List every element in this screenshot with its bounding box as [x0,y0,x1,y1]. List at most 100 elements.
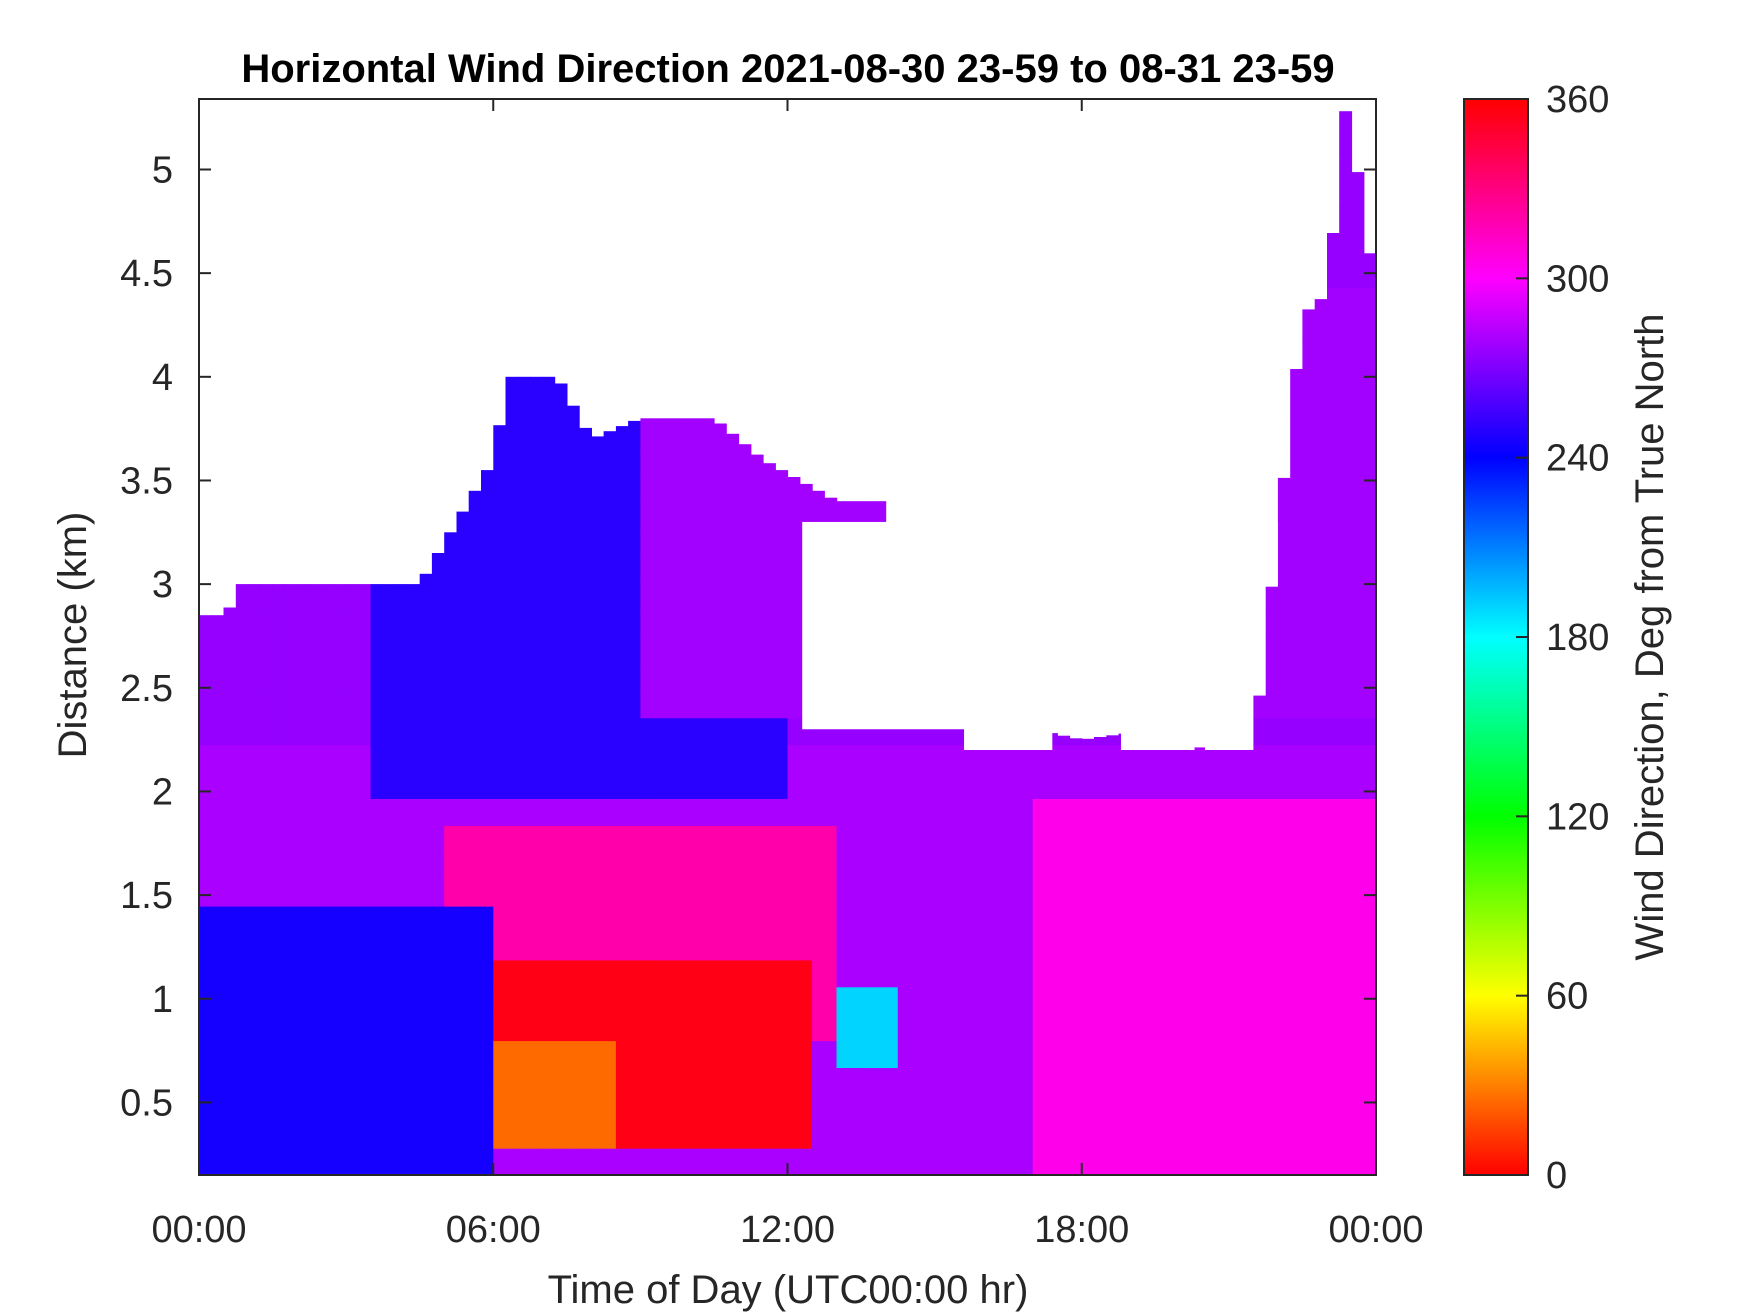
heatmap-cell [787,663,801,692]
heatmap-cell [1241,879,1254,907]
heatmap-cell [1118,771,1132,799]
heatmap-cell [738,663,752,692]
heatmap-cell [1290,583,1304,611]
heatmap-cell [689,1067,703,1095]
heatmap-cell [481,1094,494,1122]
heatmap-cell [640,529,654,557]
heatmap-cell [738,744,752,773]
heatmap-cell [517,529,531,557]
heatmap-cell [333,1013,347,1042]
heatmap-cell [664,583,678,611]
heatmap-cell [1290,448,1304,477]
heatmap-cell [382,744,396,773]
heatmap-cell [382,852,396,880]
heatmap-cell [934,959,948,988]
heatmap-cell [1167,879,1181,907]
heatmap-cell [382,690,396,719]
heatmap-cell [1069,738,1083,746]
heatmap-cell [1069,771,1083,799]
heatmap-cell [799,852,813,880]
heatmap-cell [1081,825,1095,853]
heatmap-cell [910,959,923,988]
heatmap-cell [456,1148,470,1175]
heatmap-cell [1327,287,1340,315]
heatmap-cell [1020,771,1034,799]
missing-data-gap [1120,625,1195,750]
heatmap-cell [211,1094,225,1122]
heatmap-cell [775,852,789,880]
heatmap-cell [260,959,274,988]
heatmap-cell [885,1148,899,1175]
heatmap-cell [481,798,494,826]
heatmap-cell [1290,1013,1304,1042]
heatmap-cell [603,529,617,557]
heatmap-cell [468,663,482,692]
heatmap-cell [1045,986,1058,1015]
heatmap-cell [530,475,543,504]
heatmap-cell [995,771,1009,799]
heatmap-cell [260,771,274,799]
heatmap-cell [321,932,335,961]
heatmap-cell [456,529,470,557]
heatmap-cell [1327,959,1340,988]
heatmap-cell [1290,906,1304,934]
heatmap-cell [419,1067,433,1095]
heatmap-cell [701,879,715,907]
heatmap-cell [824,1067,838,1095]
heatmap-cell [628,879,641,907]
heatmap-cell [799,771,813,799]
heatmap-cell [554,959,568,988]
heatmap-cell [1327,744,1340,773]
heatmap-cell [1327,690,1340,719]
heatmap-cell [750,556,764,584]
heatmap-cell [272,690,286,719]
heatmap-cell [1081,744,1095,773]
heatmap-cell [603,475,617,504]
heatmap-cell [1339,233,1353,261]
heatmap-cell [934,852,948,880]
heatmap-cell [297,879,310,907]
heatmap-cell [407,1121,421,1149]
heatmap-cell [1351,663,1365,692]
heatmap-cell [481,959,494,988]
heatmap-cell [603,556,617,584]
heatmap-cell [407,1013,421,1042]
heatmap-cell [579,448,592,477]
heatmap-cell [1118,798,1132,826]
heatmap-cell [1363,314,1376,342]
heatmap-cell [542,1121,556,1149]
heatmap-cell [934,1121,948,1149]
heatmap-cell [517,852,531,880]
heatmap-cell [517,879,531,907]
heatmap-cell [272,1094,286,1122]
x-tick-label: 18:00 [1034,1209,1129,1251]
heatmap-cell [664,475,678,504]
heatmap-cell [701,1040,715,1068]
heatmap-cell [333,771,347,799]
heatmap-cell [701,556,715,584]
heatmap-cell [1351,825,1365,853]
heatmap-cell [211,1013,225,1042]
heatmap-cell [481,610,494,638]
heatmap-cell [431,610,445,638]
heatmap-cell [481,852,494,880]
heatmap-cell [248,771,261,799]
heatmap-cell [321,663,335,692]
heatmap-cell [493,1013,507,1042]
heatmap-cell [1302,583,1316,611]
heatmap-cell [615,1094,629,1122]
heatmap-cell [346,1040,359,1068]
heatmap-cell [1290,1148,1304,1175]
heatmap-cell [1290,852,1304,880]
heatmap-cell [444,610,458,638]
heatmap-cell [1265,852,1279,880]
heatmap-cell [677,1148,691,1175]
heatmap-cell [910,986,923,1015]
heatmap-cell [517,394,531,423]
heatmap-cell [1057,906,1071,934]
heatmap-cell [1327,932,1340,961]
heatmap-cell [946,771,960,799]
heatmap-cell [211,1121,225,1149]
heatmap-cell [1265,959,1279,988]
heatmap-cell [1339,879,1353,907]
